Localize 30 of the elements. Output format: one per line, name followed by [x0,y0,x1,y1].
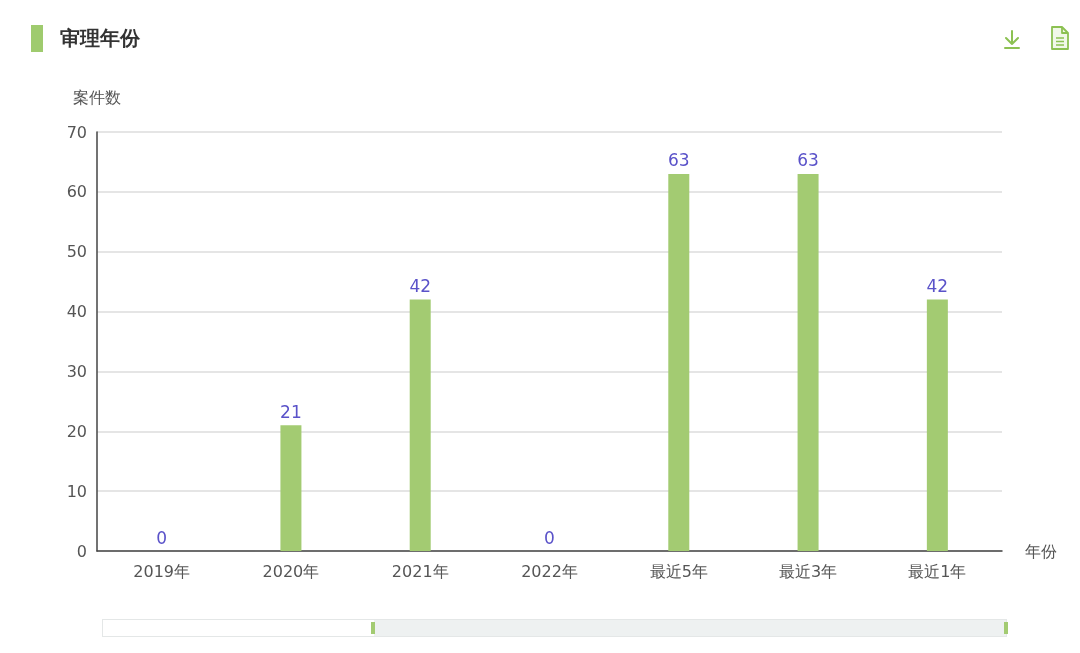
chart-title: 审理年份 [60,25,140,52]
y-tick-label: 10 [66,481,87,501]
y-tick-label: 30 [66,361,87,381]
data-label: 0 [156,527,168,548]
x-tick-label: 2020年 [262,561,320,581]
data-label: 21 [280,401,302,422]
bar [668,173,690,551]
x-tick-label: 最近1年 [908,561,967,581]
x-tick-label: 最近5年 [649,561,708,581]
data-label: 42 [409,276,432,297]
y-tick-label: 60 [66,182,87,202]
x-tick-label: 2022年 [521,561,578,581]
data-label: 42 [926,276,949,297]
bar [409,299,431,551]
x-tick-label: 2021年 [391,561,449,581]
data-label: 63 [667,150,690,171]
y-tick-label: 40 [66,302,87,322]
y-tick-label: 70 [66,122,87,142]
y-axis-title: 案件数 [73,87,121,107]
bar [926,299,948,551]
data-label: 0 [544,527,555,548]
y-tick-label: 20 [66,421,87,441]
data-label: 63 [797,150,819,171]
y-tick-label: 50 [66,242,87,262]
bar [797,173,819,551]
x-axis-title: 年份 [1025,541,1057,561]
x-tick-label: 最近3年 [778,561,838,581]
bar [280,425,302,551]
y-tick-label: 0 [76,541,87,561]
x-tick-label: 2019年 [133,561,190,581]
